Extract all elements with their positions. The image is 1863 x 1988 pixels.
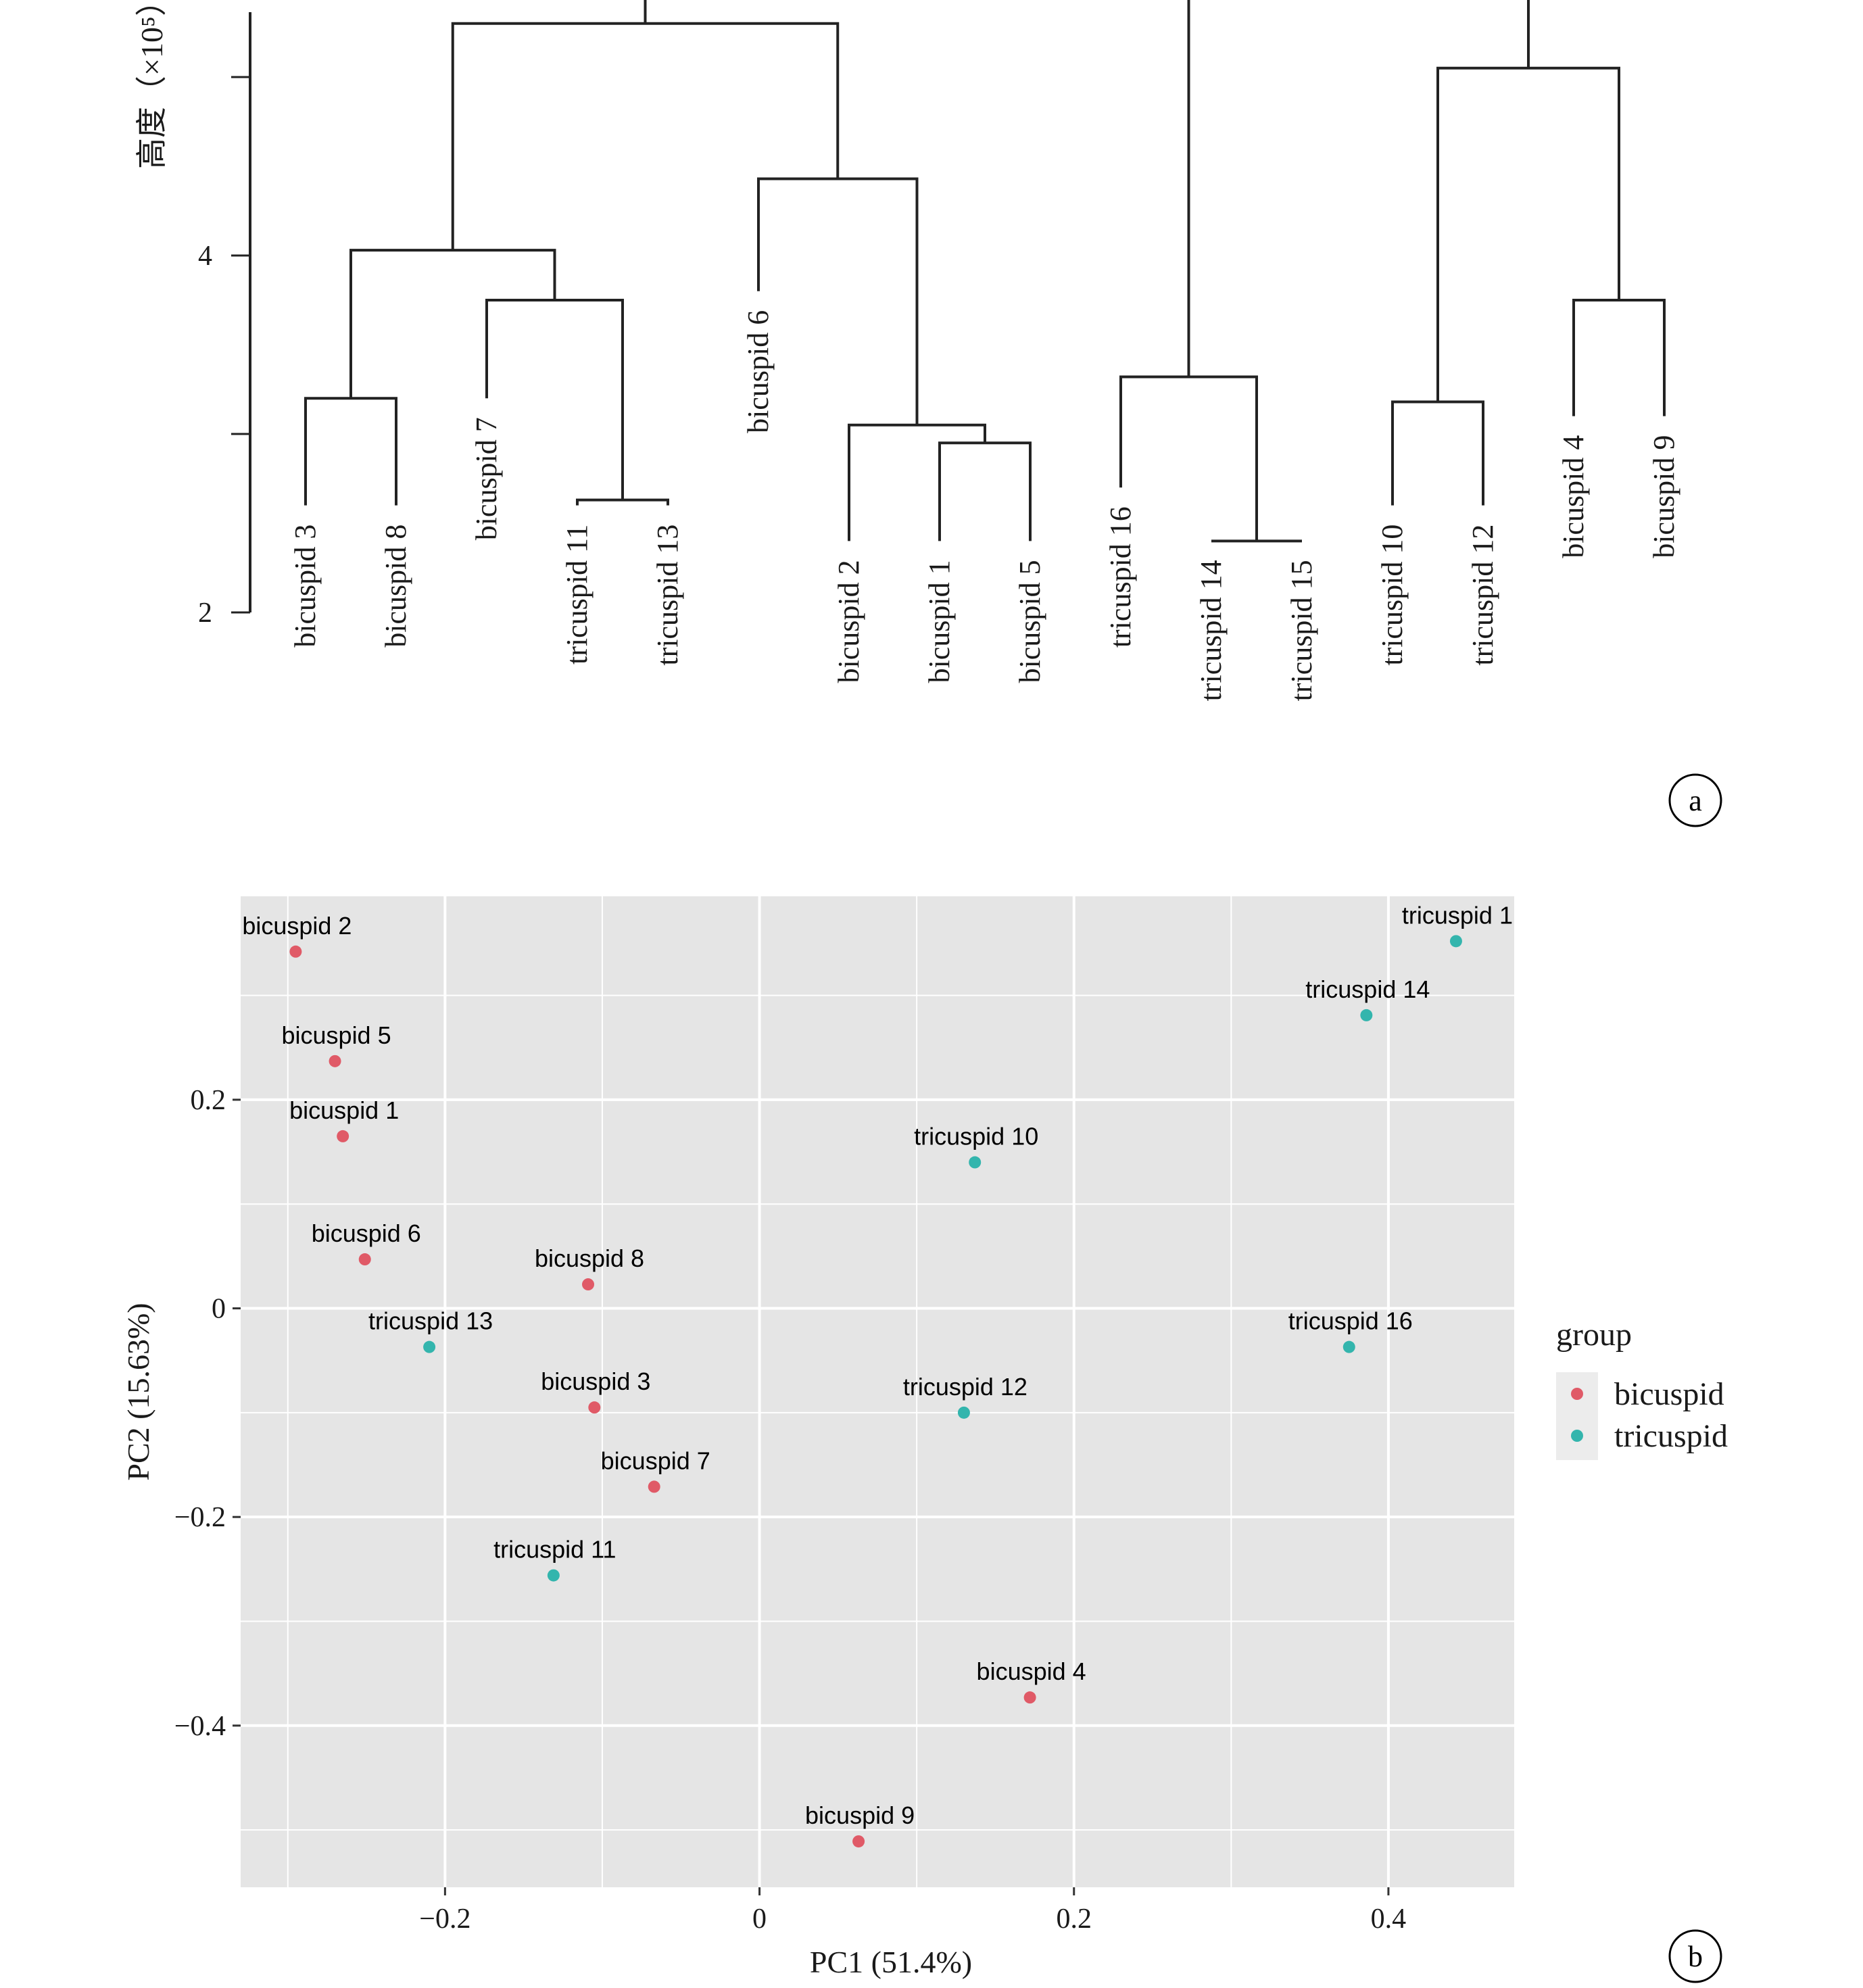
dendrogram-link xyxy=(485,299,624,500)
dendrogram-y-axis: 2468 xyxy=(198,12,251,629)
dendrogram-link xyxy=(1187,0,1530,377)
legend-key-bicuspid xyxy=(1571,1388,1583,1400)
dendrogram-link xyxy=(644,0,647,24)
point-tricuspid-12 xyxy=(957,1406,970,1419)
panel-b-circle xyxy=(1668,1929,1722,1983)
y-tick-label: 2 xyxy=(198,598,212,629)
gridlines xyxy=(241,896,1514,1887)
dendrogram-link xyxy=(938,441,1032,541)
panel-b-label: b xyxy=(1688,1940,1703,1973)
point-tricuspid-16 xyxy=(1342,1340,1355,1353)
point-label-bicuspid-6: bicuspid 6 xyxy=(312,1219,421,1247)
dendrogram-links xyxy=(304,0,1666,543)
y-axis-ticks: −0.4 −0.2 0 0.2 xyxy=(174,1085,241,1742)
x-axis-ticks: −0.2 0 0.2 0.4 xyxy=(419,1887,1406,1935)
dendrogram-link xyxy=(304,397,397,506)
point-bicuspid-4 xyxy=(1023,1691,1036,1704)
x-axis-title: PC1 (51.4%) xyxy=(810,1945,972,1979)
leaf-label-tricuspid-11: tricuspid 11 xyxy=(560,525,594,664)
leaf-label-tricuspid-15: tricuspid 15 xyxy=(1285,560,1318,701)
dendrogram-leaf-labels: bicuspid 3 bicuspid 8 bicuspid 7 tricuspid … xyxy=(289,310,1680,702)
dendrogram-y-axis-title: 高度（×10⁵） xyxy=(135,0,169,169)
leaf-label-bicuspid-7: bicuspid 7 xyxy=(470,417,503,540)
scatter-points: bicuspid 2 bicuspid 5 bicuspid 1 bicuspid 6… xyxy=(242,901,1513,1848)
dendrogram-link xyxy=(1119,375,1258,541)
leaf-label-bicuspid-2: bicuspid 2 xyxy=(832,560,865,683)
panel-a-label: a xyxy=(1689,784,1702,817)
point-label-bicuspid-9: bicuspid 9 xyxy=(805,1801,915,1829)
y-tick-label: 0 xyxy=(212,1294,226,1325)
dendrogram-link xyxy=(757,177,919,425)
leaf-label-bicuspid-1: bicuspid 1 xyxy=(923,560,956,683)
dendrogram-link xyxy=(451,22,840,251)
dendrogram-link xyxy=(1436,66,1620,402)
leaf-label-bicuspid-6: bicuspid 6 xyxy=(742,310,775,433)
point-label-bicuspid-4: bicuspid 4 xyxy=(977,1657,1086,1685)
pca-scatter-panel: −0.2 0 0.2 0.4 −0.4−0.200.2 bicuspid 2bicus… xyxy=(121,896,1728,1983)
point-bicuspid-3 xyxy=(588,1401,601,1414)
panel-a-circle xyxy=(1668,773,1722,827)
y-tick-label: 4 xyxy=(198,241,212,272)
point-tricuspid-14 xyxy=(1360,1009,1373,1021)
point-label-tricuspid-11: tricuspid 11 xyxy=(493,1536,616,1563)
point-bicuspid-9 xyxy=(852,1835,865,1848)
leaf-label-bicuspid-9: bicuspid 9 xyxy=(1647,435,1680,558)
leaf-label-bicuspid-5: bicuspid 5 xyxy=(1013,560,1046,683)
point-label-tricuspid-1: tricuspid 1 xyxy=(1402,901,1513,929)
plot-background xyxy=(241,896,1514,1887)
point-bicuspid-8 xyxy=(582,1278,595,1291)
point-tricuspid-1 xyxy=(1449,935,1462,948)
point-label-tricuspid-10: tricuspid 10 xyxy=(914,1123,1038,1150)
point-label-tricuspid-16: tricuspid 16 xyxy=(1288,1307,1413,1335)
leaf-label-tricuspid-14: tricuspid 14 xyxy=(1194,560,1228,701)
y-tick-label: −0.2 xyxy=(174,1502,226,1533)
leaf-label-bicuspid-3: bicuspid 3 xyxy=(289,525,322,648)
y-tick-label: −0.4 xyxy=(174,1711,226,1742)
leaf-label-tricuspid-16: tricuspid 16 xyxy=(1104,506,1137,648)
point-label-tricuspid-14: tricuspid 14 xyxy=(1305,975,1430,1003)
legend-key-tricuspid xyxy=(1571,1430,1583,1442)
dendrogram-link xyxy=(1391,400,1484,506)
point-label-bicuspid-5: bicuspid 5 xyxy=(282,1021,391,1049)
legend-label-tricuspid: tricuspid xyxy=(1614,1418,1728,1454)
y-axis-title: PC2 (15.63%) xyxy=(121,1303,155,1480)
dendrogram-link xyxy=(1572,299,1666,416)
legend-label-bicuspid: bicuspid xyxy=(1614,1376,1724,1412)
y-tick-label: 0.2 xyxy=(191,1085,226,1116)
point-bicuspid-1 xyxy=(337,1130,349,1142)
leaf-label-bicuspid-4: bicuspid 4 xyxy=(1557,435,1590,558)
point-label-bicuspid-1: bicuspid 1 xyxy=(289,1096,399,1124)
leaf-label-tricuspid-10: tricuspid 10 xyxy=(1376,525,1409,666)
dendrogram-link xyxy=(349,249,556,399)
point-bicuspid-6 xyxy=(358,1253,371,1266)
point-label-tricuspid-13: tricuspid 13 xyxy=(368,1307,493,1335)
point-label-tricuspid-12: tricuspid 12 xyxy=(903,1373,1027,1401)
point-tricuspid-13 xyxy=(423,1340,436,1353)
leaf-label-tricuspid-13: tricuspid 13 xyxy=(651,525,684,666)
point-tricuspid-10 xyxy=(969,1156,982,1169)
point-label-bicuspid-2: bicuspid 2 xyxy=(242,912,352,940)
point-bicuspid-5 xyxy=(329,1054,341,1067)
leaf-label-bicuspid-8: bicuspid 8 xyxy=(379,525,412,648)
x-tick-label: 0 xyxy=(752,1904,767,1935)
point-tricuspid-11 xyxy=(547,1569,560,1582)
x-tick-label: −0.2 xyxy=(419,1904,470,1935)
legend-title: group xyxy=(1556,1317,1632,1353)
point-label-bicuspid-8: bicuspid 8 xyxy=(535,1244,644,1272)
legend: group bicuspid tricuspid xyxy=(1556,1317,1728,1460)
point-bicuspid-7 xyxy=(648,1480,660,1493)
x-tick-label: 0.2 xyxy=(1056,1904,1092,1935)
point-label-bicuspid-3: bicuspid 3 xyxy=(541,1367,650,1395)
point-bicuspid-2 xyxy=(289,945,302,958)
dendrogram-link xyxy=(576,498,669,506)
legend-key-background xyxy=(1556,1372,1598,1460)
point-label-bicuspid-7: bicuspid 7 xyxy=(601,1447,710,1474)
x-tick-label: 0.4 xyxy=(1371,1904,1407,1935)
leaf-label-tricuspid-12: tricuspid 12 xyxy=(1466,525,1499,666)
